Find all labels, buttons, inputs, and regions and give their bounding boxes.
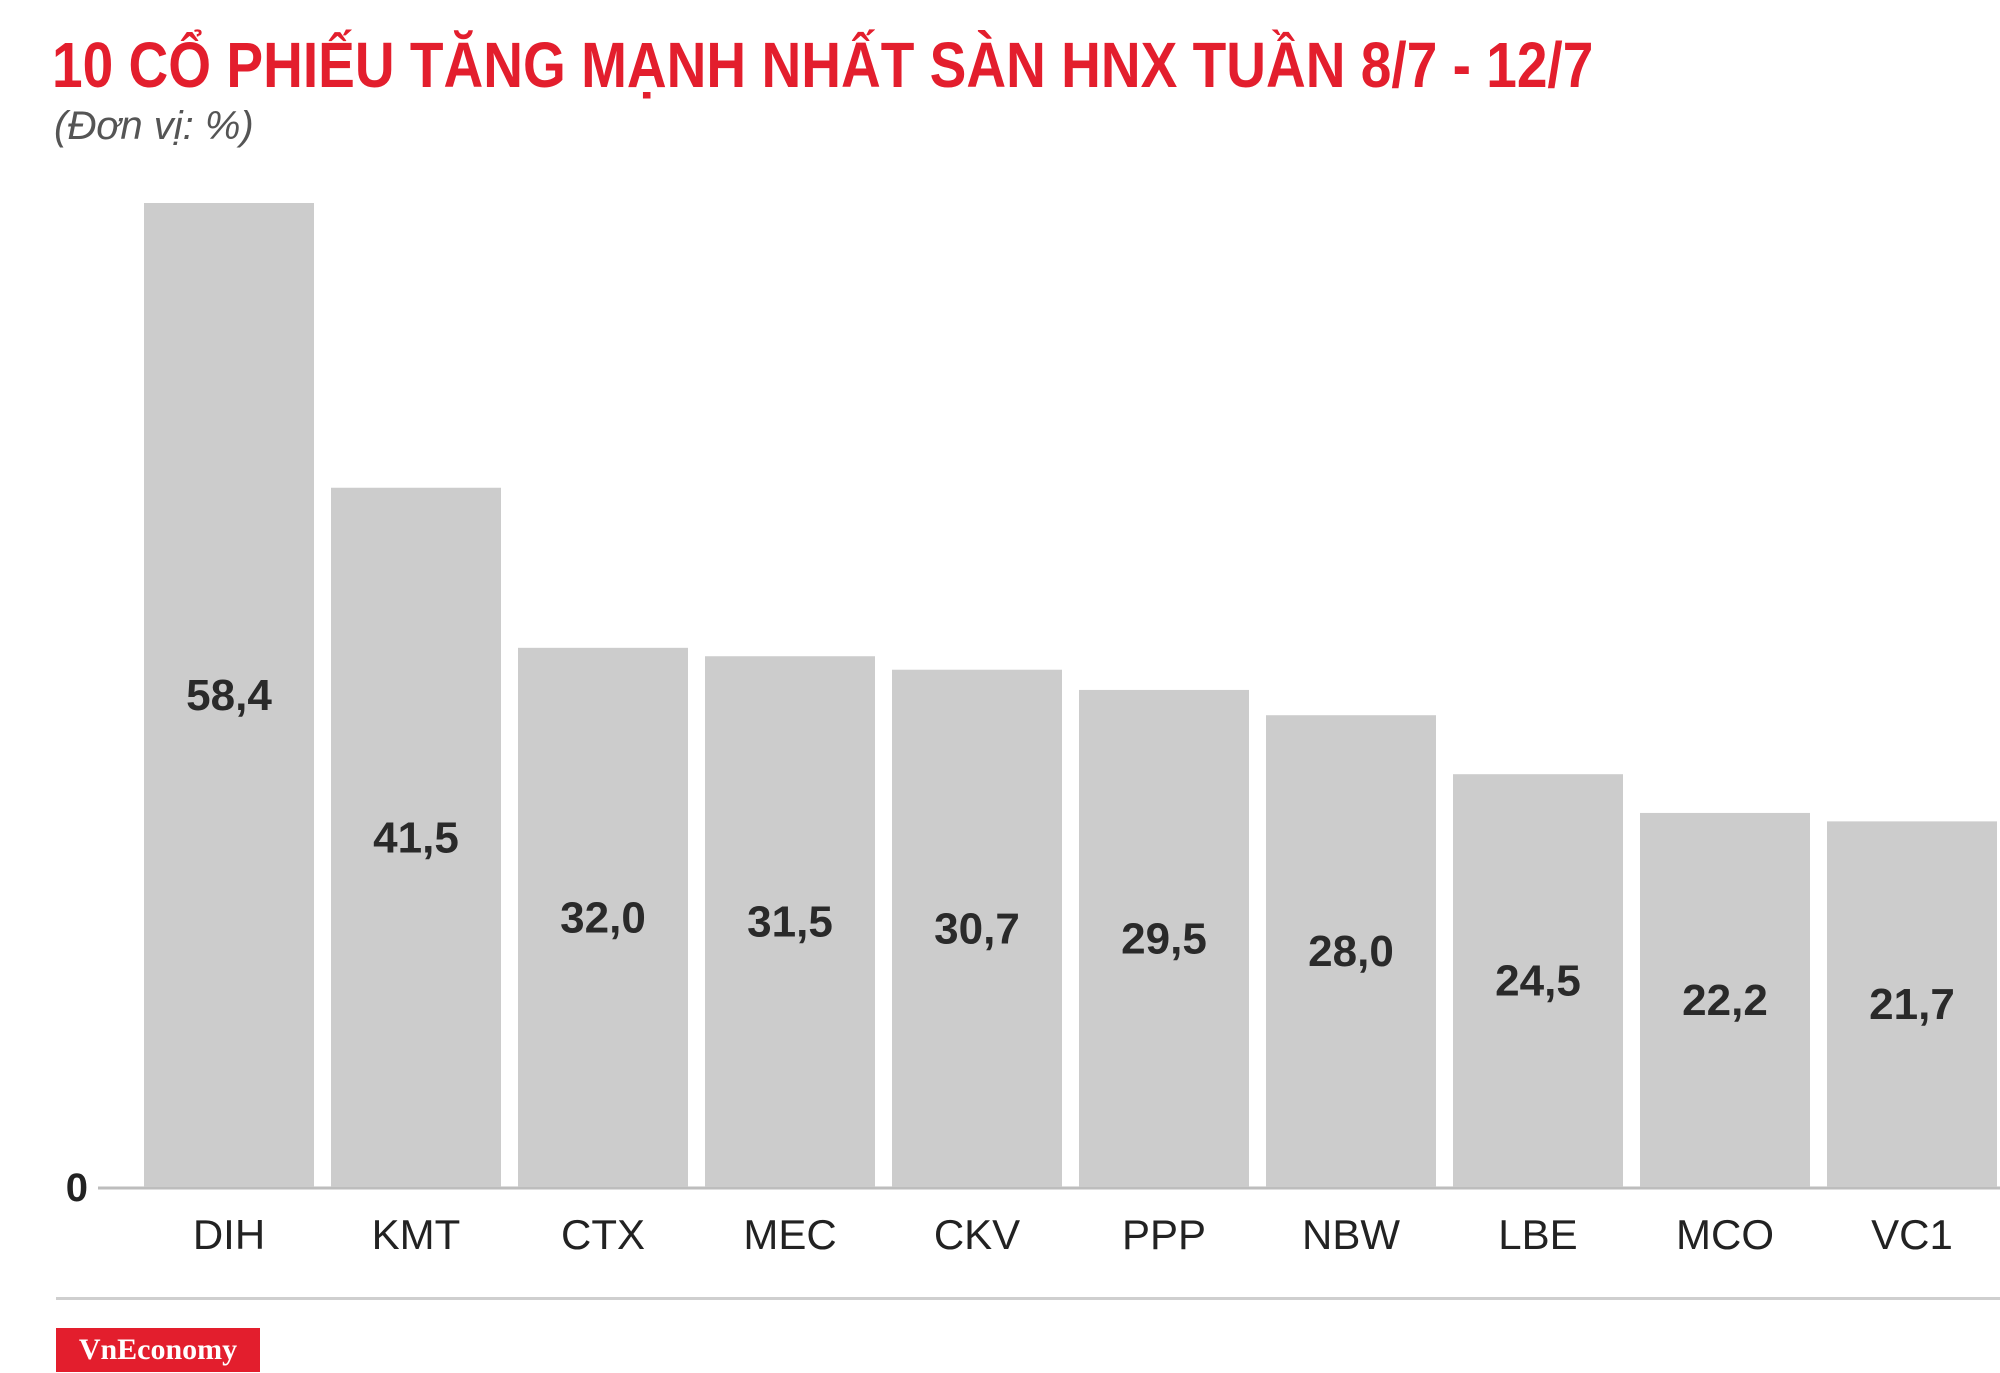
data-label: 32,0: [560, 893, 646, 942]
bar-dih: [144, 203, 314, 1187]
chart-subtitle: (Đơn vị: %): [54, 104, 254, 148]
data-label: 24,5: [1495, 957, 1581, 1006]
bar-ppp: [1079, 689, 1249, 1187]
bar-mec: [705, 656, 875, 1187]
x-tick-label: LBE: [1498, 1211, 1577, 1258]
data-label: 30,7: [934, 904, 1020, 953]
bar-ctx: [518, 647, 688, 1187]
data-label: 29,5: [1121, 914, 1207, 963]
x-tick-label: CTX: [561, 1211, 645, 1258]
x-tick-label: MCO: [1676, 1211, 1774, 1258]
data-label: 22,2: [1682, 976, 1768, 1025]
bar-vc1: [1827, 821, 1997, 1187]
bar-lbe: [1453, 774, 1623, 1187]
data-label: 58,4: [186, 671, 272, 720]
data-label: 41,5: [373, 813, 459, 862]
x-tick-label: CKV: [934, 1211, 1020, 1258]
data-label: 21,7: [1869, 980, 1955, 1029]
brand-logo: VnEconomy: [56, 1328, 260, 1372]
chart-title: 10 CỔ PHIẾU TĂNG MẠNH NHẤT SÀN HNX TUẦN …: [52, 29, 1594, 101]
bar-kmt: [331, 487, 501, 1187]
x-tick-label: DIH: [193, 1211, 265, 1258]
x-tick-label: MEC: [743, 1211, 836, 1258]
data-label: 31,5: [747, 898, 833, 947]
bar-mco: [1640, 812, 1810, 1187]
x-tick-label: KMT: [372, 1211, 461, 1258]
data-label: 28,0: [1308, 927, 1394, 976]
x-tick-label: PPP: [1122, 1211, 1206, 1258]
bar-chart: 0 58,4 DIH 41,5 KMT 32,0 CTX 31,5 MEC 30,7 CKV 29,5…: [66, 203, 2000, 1258]
x-tick-label: NBW: [1302, 1211, 1400, 1258]
bar-ckv: [892, 669, 1062, 1187]
footer-divider: [56, 1297, 2000, 1300]
bar-nbw: [1266, 715, 1436, 1187]
y-tick-label: 0: [66, 1166, 88, 1210]
x-tick-label: VC1: [1871, 1211, 1953, 1258]
